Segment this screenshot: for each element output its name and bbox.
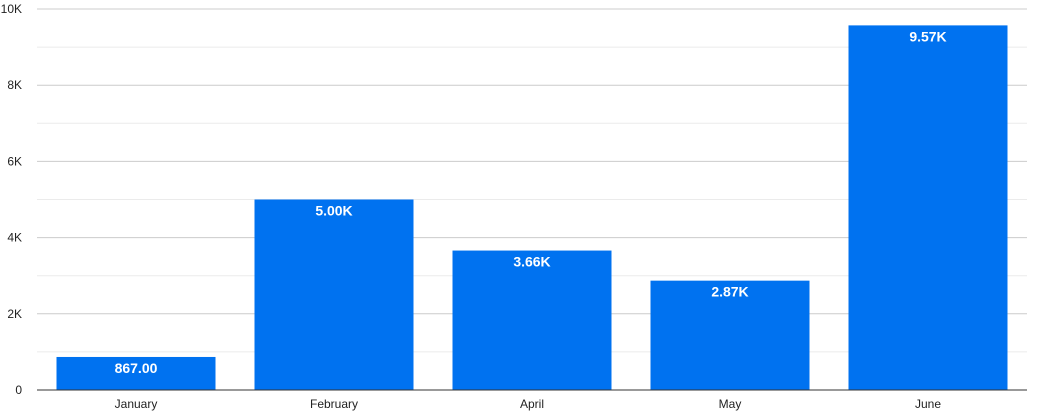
bar-february <box>254 199 414 390</box>
data-label: 2.87K <box>711 284 748 300</box>
data-label: 3.66K <box>513 254 550 270</box>
y-tick-label: 8K <box>7 78 22 92</box>
x-tick-label: April <box>520 397 544 411</box>
x-tick-label: June <box>915 397 941 411</box>
bar-june <box>848 25 1008 391</box>
y-tick-label: 10K <box>1 2 22 16</box>
y-axis-ticks: 0 2K 4K 6K 8K 10K <box>1 2 23 397</box>
bar-january <box>56 356 216 390</box>
x-tick-label: February <box>310 397 358 411</box>
data-label: 867.00 <box>115 360 158 376</box>
x-tick-label: May <box>719 397 742 411</box>
bar-may <box>650 280 810 390</box>
y-tick-label: 0 <box>15 383 22 397</box>
bars: 867.00 5.00K 3.66K 2.87K 9.57K <box>56 25 1008 391</box>
bar-april <box>452 250 612 390</box>
data-label: 9.57K <box>909 28 946 44</box>
x-tick-label: January <box>115 397 158 411</box>
y-tick-label: 6K <box>7 154 22 168</box>
y-tick-label: 4K <box>7 231 22 245</box>
y-tick-label: 2K <box>7 307 22 321</box>
data-label: 5.00K <box>315 203 352 219</box>
x-axis-ticks: January February April May June <box>115 397 942 411</box>
